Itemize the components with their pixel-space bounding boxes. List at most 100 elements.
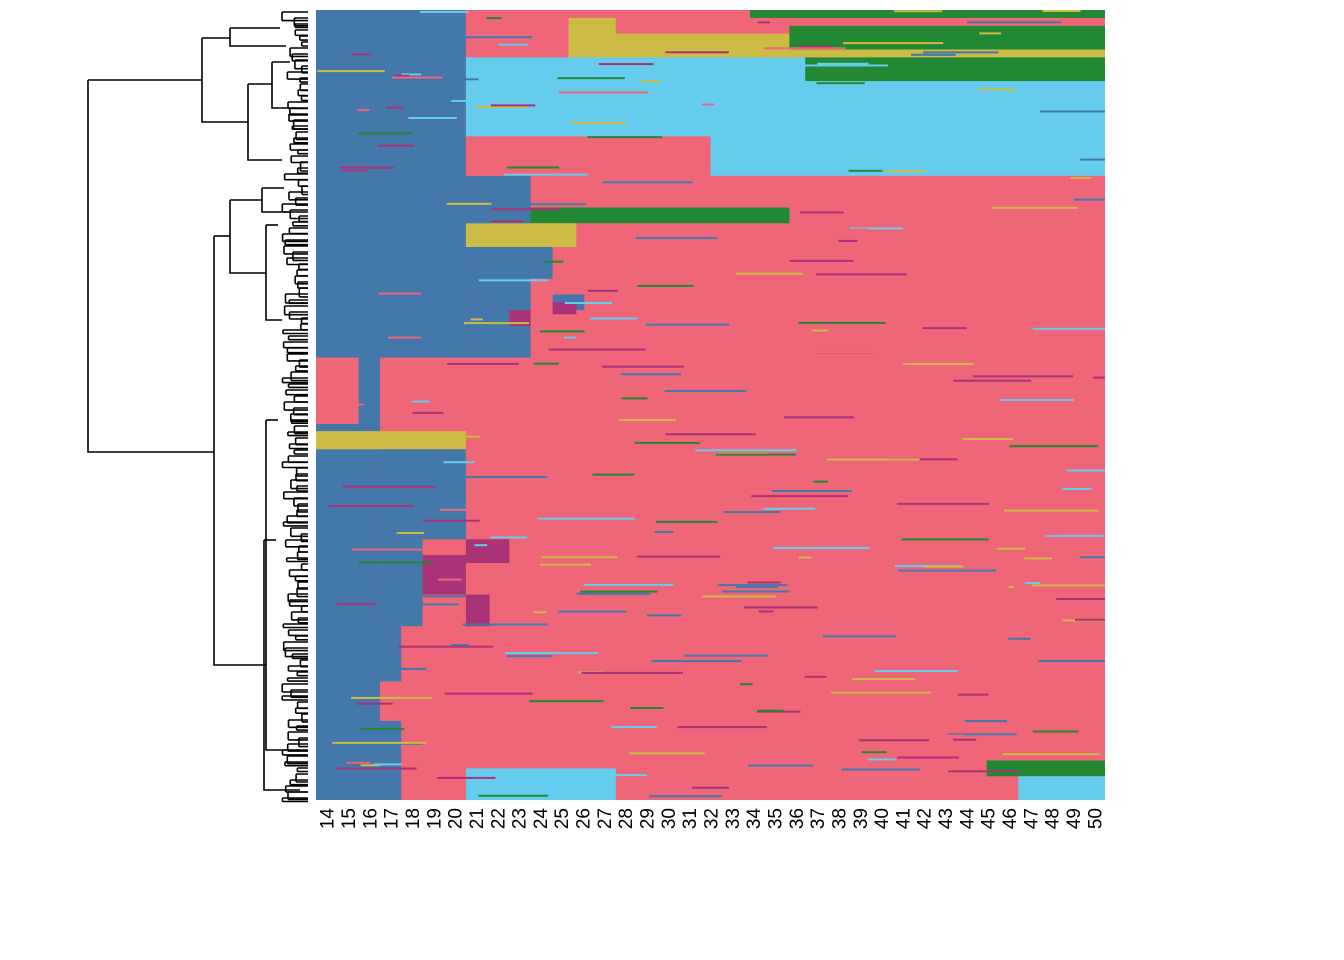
heatmap-streak — [476, 106, 528, 108]
dendrogram-branch — [294, 29, 308, 37]
heatmap-streak — [504, 652, 599, 655]
heatmap-streak — [979, 32, 1002, 35]
heatmap-streak — [702, 595, 776, 598]
dendrogram-branch — [285, 557, 308, 563]
heatmap-streak — [439, 508, 536, 511]
heatmap-streak — [1004, 509, 1099, 512]
heatmap-streak — [590, 317, 638, 320]
heatmap-streak — [817, 62, 869, 65]
dendrogram-branch — [286, 71, 308, 80]
heatmap-streak — [420, 11, 468, 13]
heatmap-streak — [529, 700, 604, 703]
x-tick-label: 27 — [595, 808, 616, 829]
heatmap-streak — [664, 390, 746, 392]
heatmap-streak — [544, 260, 564, 263]
heatmap-streak — [962, 438, 1014, 440]
dendrogram-branch — [287, 431, 308, 437]
heatmap-streak — [700, 356, 799, 359]
heatmap-streak — [636, 555, 721, 558]
heatmap-streak — [798, 321, 886, 324]
heatmap-streak — [551, 372, 587, 375]
dendrogram-branch — [294, 707, 308, 714]
dendrogram-branch — [294, 23, 308, 29]
dendrogram-branch — [287, 383, 308, 389]
heatmap-streak — [896, 502, 990, 505]
heatmap-streak — [394, 595, 467, 598]
heatmap-streak — [897, 756, 959, 759]
heatmap-streak — [677, 726, 767, 729]
heatmap-streak — [494, 26, 548, 29]
heatmap-streak — [1093, 376, 1105, 379]
dendrogram-branch — [296, 485, 308, 492]
heatmap-streak — [587, 289, 618, 292]
heatmap-streak — [859, 739, 930, 742]
heatmap-streak — [634, 441, 701, 444]
dendrogram-branch — [284, 239, 308, 246]
heatmap-streak — [629, 752, 705, 755]
heatmap-streak — [462, 623, 548, 626]
heatmap-streak — [602, 181, 693, 184]
dendrogram-branch — [286, 353, 308, 362]
heatmap-streak — [849, 227, 904, 230]
dendrogram-branch — [287, 335, 308, 341]
heatmap-streak — [1038, 660, 1105, 663]
heatmap-block-olive — [465, 223, 577, 247]
heatmap-streak — [455, 476, 548, 479]
dendrogram-branch — [287, 719, 308, 729]
heatmap-block-skyblue — [1018, 776, 1105, 800]
dendrogram-branch — [293, 395, 308, 403]
heatmap-streak — [539, 563, 592, 566]
heatmap-streak — [684, 654, 768, 657]
x-tick-label: 29 — [638, 808, 659, 829]
heatmap-streak — [339, 166, 394, 169]
heatmap-block-olive — [316, 431, 466, 450]
heatmap-streak — [417, 603, 459, 606]
x-tick-label: 19 — [424, 808, 445, 829]
x-axis-tick-labels: 14 15 16 17 18 19 20 21 22 23 24 25 26 27 28 29 30 31 32 33… — [318, 808, 1107, 830]
dendrogram-branch — [282, 641, 308, 652]
dendrogram-branch — [296, 269, 308, 277]
x-tick-label: 38 — [829, 808, 850, 829]
heatmap-streak — [975, 39, 1066, 42]
heatmap-streak — [386, 106, 404, 109]
dendrogram-branch — [293, 497, 308, 507]
heatmap-streak — [1084, 648, 1105, 650]
dendrogram-branch — [288, 299, 308, 305]
heatmap-streak — [444, 692, 533, 695]
heatmap-streak — [506, 166, 560, 169]
heatmap-streak — [827, 458, 920, 461]
heatmap-streak — [478, 279, 549, 282]
heatmap-streak — [1032, 584, 1105, 587]
dendrogram-branch — [281, 233, 308, 243]
heatmap-streak — [351, 53, 372, 56]
dendrogram-branch — [281, 797, 308, 803]
heatmap-streak — [789, 259, 854, 262]
heatmap-streak — [611, 726, 657, 728]
heatmap-streak — [723, 511, 781, 514]
heatmap-streak — [506, 655, 553, 658]
heatmap-streak — [759, 618, 845, 621]
dendrogram-branch — [281, 683, 308, 693]
heatmap-streak — [447, 362, 519, 365]
heatmap-streak — [342, 485, 436, 488]
dendrogram-branch — [296, 767, 308, 773]
heatmap-streak — [622, 563, 690, 566]
heatmap-streak — [470, 318, 483, 321]
heatmap-streak — [763, 507, 816, 510]
x-tick-label: 42 — [915, 808, 936, 829]
heatmap-streak — [490, 104, 536, 107]
heatmap-streak — [332, 667, 427, 670]
heatmap-streak — [995, 442, 1090, 445]
dendrogram-branch — [298, 737, 308, 748]
dendrogram-branch — [287, 593, 308, 603]
heatmap-streak — [464, 322, 529, 325]
heatmap-streak — [581, 671, 683, 674]
heatmap-streak — [580, 590, 658, 593]
dendrogram-branch — [282, 521, 308, 527]
dendrogram-branch — [289, 779, 308, 786]
heatmap-streak — [953, 379, 1032, 382]
x-tick-label: 18 — [403, 808, 424, 829]
heatmap-streak — [489, 797, 559, 799]
heatmap-streak — [649, 795, 722, 798]
